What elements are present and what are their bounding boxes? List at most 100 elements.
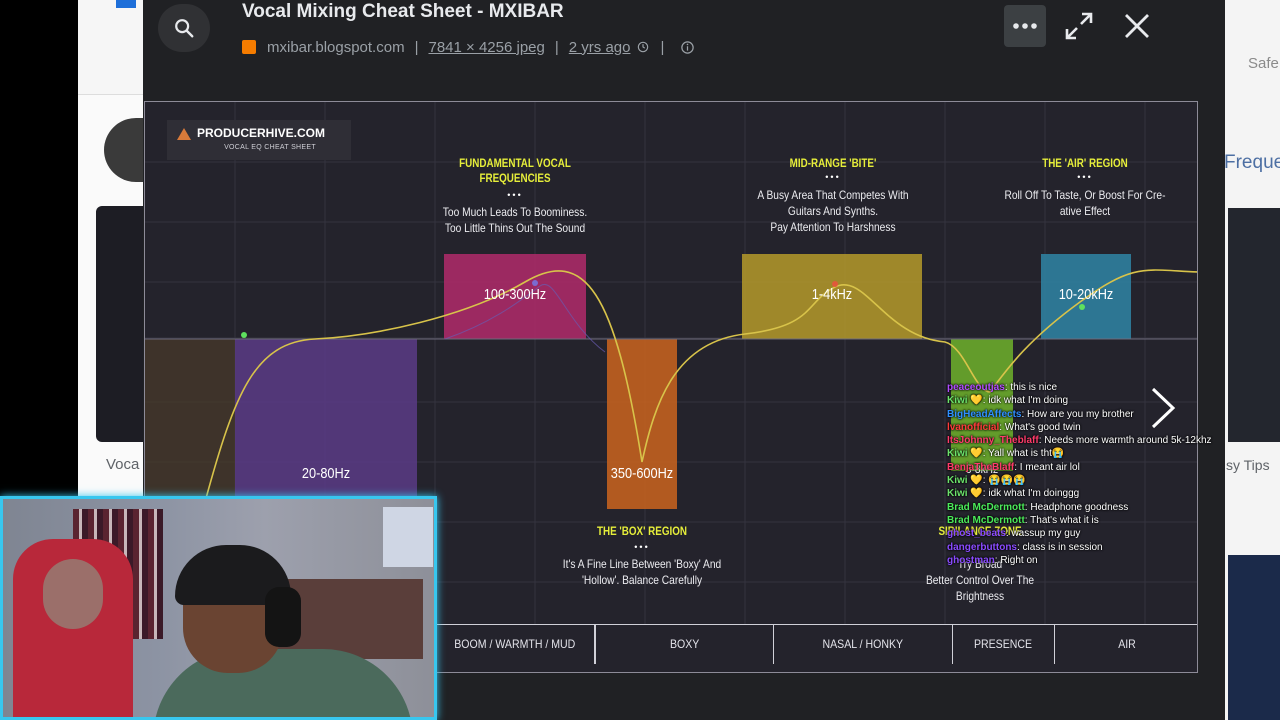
- meta-separator: |: [414, 38, 419, 56]
- band-label-5-8khz: 5-8kHz: [965, 462, 999, 476]
- visual-search-button[interactable]: [158, 4, 210, 52]
- background-result-label[interactable]: Voca: [106, 456, 140, 473]
- chat-username[interactable]: lvanofficial: [947, 421, 1000, 433]
- chat-message: BenjaTheBlaff: I meant air lol: [947, 461, 1247, 474]
- section-text: A Busy Area That Competes With Guitars An…: [757, 188, 909, 234]
- chat-text: : Headphone goodness: [1024, 501, 1129, 513]
- zone-nasal: NASAL / HONKY: [774, 624, 953, 664]
- chat-text: : That's what it is: [1024, 514, 1099, 526]
- chat-text: : idk what I'm doinggg: [982, 488, 1080, 500]
- band-label-350-600hz: 350-600Hz: [610, 465, 674, 482]
- band-label-10-20khz: 10-20kHz: [1058, 286, 1114, 303]
- chat-message: Kiwi 💛: idk what I'm doinggg: [947, 487, 1247, 500]
- open-fullscreen-button[interactable]: [1060, 7, 1098, 45]
- more-options-button[interactable]: [1004, 5, 1046, 47]
- chat-text: : Yall what is tht😭: [982, 448, 1065, 460]
- section-text: Try Broad Better Control Over The Brightne…: [925, 557, 1035, 603]
- chat-username[interactable]: ghostman: [947, 554, 995, 566]
- chat-text: : What's good twin: [999, 421, 1081, 433]
- chat-username[interactable]: Kiwi 💛: [947, 395, 983, 407]
- section-text: It's A Fine Line Between 'Boxy' And 'Holl…: [562, 557, 722, 587]
- chat-username[interactable]: ItsJohnny_Theblaff: [947, 435, 1039, 447]
- chat-text: : 😭😭😭: [982, 475, 1026, 487]
- chat-username[interactable]: dangerbuttons: [947, 541, 1017, 553]
- chat-message: peaceoutjas: this is nice: [947, 381, 1247, 394]
- stream-chat-overlay: peaceoutjas: this is nice Kiwi 💛: idk wha…: [947, 381, 1247, 567]
- history-icon: [636, 40, 650, 54]
- chat-username[interactable]: Kiwi 💛: [947, 488, 983, 500]
- chat-username[interactable]: ghost_beats: [947, 528, 1006, 540]
- chat-text: : idk what I'm doing: [982, 395, 1069, 407]
- chat-username[interactable]: peaceoutjas: [947, 382, 1005, 393]
- section-heading-box: THE 'BOX' REGION: [597, 524, 687, 538]
- chat-message: Kiwi 💛: Yall what is tht😭: [947, 447, 1247, 460]
- image-dimensions[interactable]: 7841 × 4256 jpeg: [428, 38, 545, 56]
- eq-curve: [204, 269, 1197, 503]
- chat-text: : class is in session: [1017, 541, 1103, 553]
- zone-strip: [145, 624, 1197, 664]
- eq-node: [532, 280, 538, 286]
- chat-text: : Right on: [994, 554, 1038, 566]
- band-bar-10-20khz: [1041, 254, 1131, 339]
- chat-text: : Needs more warmth around 5k-12khz: [1038, 435, 1212, 447]
- chat-message: BigHeadAffects: How are you my brother: [947, 408, 1247, 421]
- chat-text: : I meant air lol: [1014, 461, 1080, 473]
- chat-username[interactable]: Brad McDermott: [947, 501, 1025, 513]
- close-viewer-button[interactable]: [1118, 7, 1156, 45]
- info-icon[interactable]: [680, 40, 695, 55]
- chat-text: : wassup my guy: [1005, 528, 1081, 540]
- background-right-image-2[interactable]: [1228, 555, 1280, 720]
- section-text: Too Much Leads To Boominess. Too Little T…: [442, 205, 588, 235]
- chat-message: Kiwi 💛: 😭😭😭: [947, 474, 1247, 487]
- more-icon: [1013, 23, 1037, 29]
- zone-boom: BOOM / WARMTH / MUD: [435, 624, 595, 664]
- close-icon: [1125, 14, 1149, 38]
- chat-message: lvanofficial: What's good twin: [947, 421, 1247, 434]
- section-heading-sibilance: SIBILANCE ZONE: [938, 524, 1022, 538]
- background-result-image[interactable]: [96, 206, 144, 442]
- logo-panel: [167, 120, 351, 160]
- background-right-label[interactable]: sy Tips: [1226, 457, 1270, 473]
- section-text: Roll Off To Taste, Or Boost For Cre-ativ…: [1004, 188, 1166, 218]
- background-right-heading[interactable]: Freque: [1224, 152, 1280, 173]
- band-bar-1-4khz: [742, 254, 922, 339]
- image-meta: mxibar.blogspot.com | 7841 × 4256 jpeg |…: [242, 37, 695, 57]
- chat-username[interactable]: BenjaTheBlaff: [947, 461, 1015, 473]
- image-age[interactable]: 2 yrs ago: [568, 38, 631, 56]
- eq-node: [241, 332, 247, 338]
- expand-icon: [1065, 12, 1093, 40]
- site-favicon-icon: [242, 40, 256, 54]
- band-label-20-80hz: 20-80Hz: [301, 465, 351, 482]
- chat-text: : this is nice: [1004, 382, 1058, 393]
- band-label-1-4khz: 1-4kHz: [811, 286, 853, 303]
- section-heading-fundamental: FUNDAMENTAL VOCAL FREQUENCIES: [459, 156, 571, 185]
- band-label-100-300hz: 100-300Hz: [483, 286, 547, 303]
- chat-username[interactable]: Kiwi 💛: [947, 475, 983, 487]
- chat-message: Kiwi 💛: idk what I'm doing: [947, 394, 1247, 407]
- section-dots: •••: [1077, 172, 1093, 182]
- zone-boxy: BOXY: [595, 624, 774, 664]
- eq-node: [832, 281, 838, 287]
- chat-username[interactable]: Brad McDermott: [947, 514, 1025, 526]
- chat-username[interactable]: Kiwi 💛: [947, 448, 983, 460]
- webcam-overlay: [0, 496, 437, 720]
- headphones-icon: [265, 587, 301, 647]
- chat-text: : How are you my brother: [1021, 408, 1134, 420]
- next-image-button[interactable]: [1140, 382, 1184, 434]
- chat-message: ghostman: Right on: [947, 554, 1247, 567]
- band-bar-350-600hz: [607, 339, 677, 509]
- section-dots: •••: [634, 542, 650, 552]
- meta-separator: |: [660, 38, 665, 56]
- chat-message: ItsJohnny_Theblaff: Needs more warmth ar…: [947, 434, 1247, 447]
- background-right-image[interactable]: [1228, 208, 1280, 442]
- chat-username[interactable]: BigHeadAffects: [947, 408, 1022, 420]
- safesearch-tab[interactable]: Safe: [1248, 55, 1279, 72]
- image-title[interactable]: Vocal Mixing Cheat Sheet - MXIBAR: [242, 1, 564, 22]
- zone-presence: PRESENCE: [953, 624, 1055, 664]
- chat-message: Brad McDermott: Headphone goodness: [947, 501, 1247, 514]
- section-dots: •••: [507, 190, 523, 200]
- section-dots: •••: [825, 172, 841, 182]
- section-heading-air: THE 'AIR' REGION: [1042, 156, 1128, 170]
- source-link[interactable]: mxibar.blogspot.com: [267, 38, 405, 56]
